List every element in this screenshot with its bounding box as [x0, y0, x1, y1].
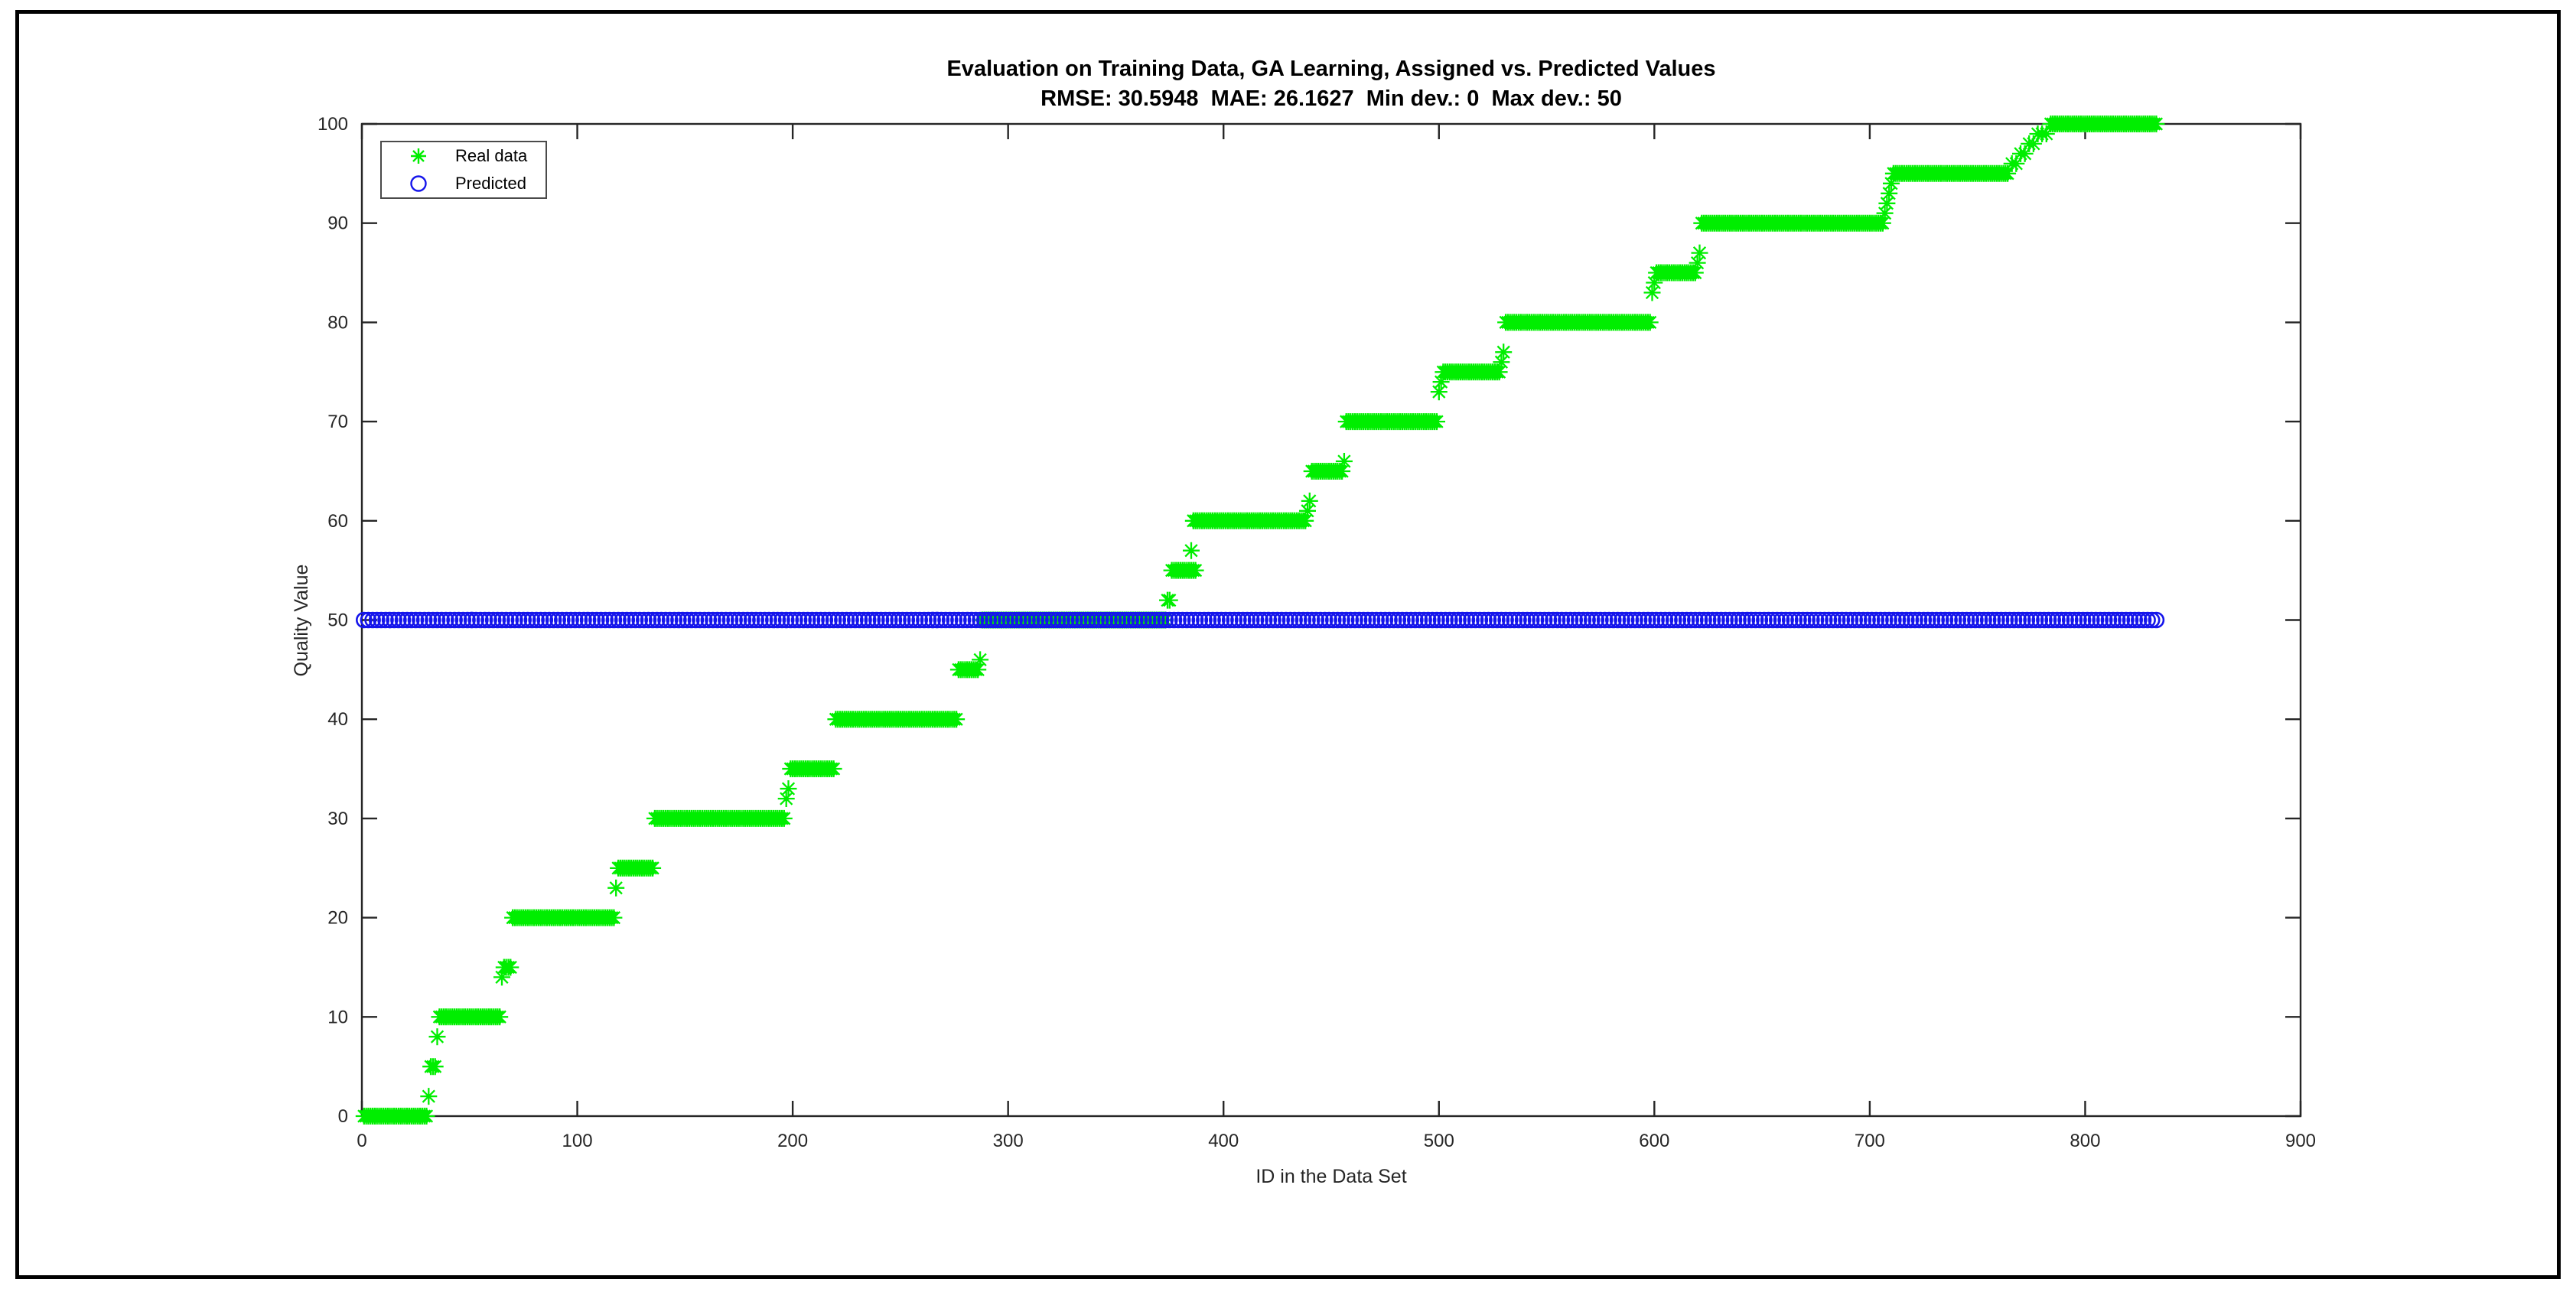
y-tick-label: 100 [318, 114, 348, 135]
x-axis-label: ID in the Data Set [1255, 1166, 1407, 1187]
y-axis-label: Quality Value [291, 564, 312, 677]
x-tick-label: 800 [2070, 1131, 2100, 1151]
predicted-series [356, 611, 2165, 629]
figure-border [15, 10, 2561, 1279]
x-tick-label: 700 [1855, 1131, 1885, 1151]
x-tick-label: 900 [2285, 1131, 2316, 1151]
x-tick-label: 400 [1208, 1131, 1239, 1151]
y-tick-label: 70 [327, 412, 348, 432]
y-tick-label: 60 [327, 511, 348, 532]
y-tick-label: 50 [327, 610, 348, 631]
y-tick-label: 40 [327, 709, 348, 730]
y-tick-label: 80 [327, 312, 348, 333]
legend-label: Real data [455, 146, 528, 166]
asterisk-icon [382, 146, 455, 166]
real-data-series [355, 116, 2165, 1125]
x-tick-label: 600 [1639, 1131, 1669, 1151]
x-tick-label: 500 [1424, 1131, 1454, 1151]
x-tick-label: 100 [562, 1131, 593, 1151]
chart-subtitle: RMSE: 30.5948 MAE: 26.1627 Min dev.: 0 M… [1040, 86, 1622, 111]
tick-labels: 0 100 200 300 400 500 600 700 800 900 0 10 20 30 40 50 6… [318, 114, 2316, 1151]
chart-title: Evaluation on Training Data, GA Learning… [946, 57, 1716, 81]
legend-item-real-data: Real data [382, 143, 545, 169]
circle-icon [382, 174, 455, 194]
y-tick-label: 0 [338, 1106, 348, 1127]
x-tick-label: 0 [357, 1131, 366, 1151]
y-tick-label: 10 [327, 1007, 348, 1027]
y-tick-label: 90 [327, 213, 348, 234]
y-tick-label: 20 [327, 908, 348, 929]
legend-item-predicted: Predicted [382, 171, 545, 197]
x-tick-label: 300 [993, 1131, 1024, 1151]
y-tick-label: 30 [327, 809, 348, 829]
legend: Real data Predicted [380, 141, 547, 199]
x-tick-label: 200 [777, 1131, 808, 1151]
legend-label: Predicted [455, 173, 526, 193]
